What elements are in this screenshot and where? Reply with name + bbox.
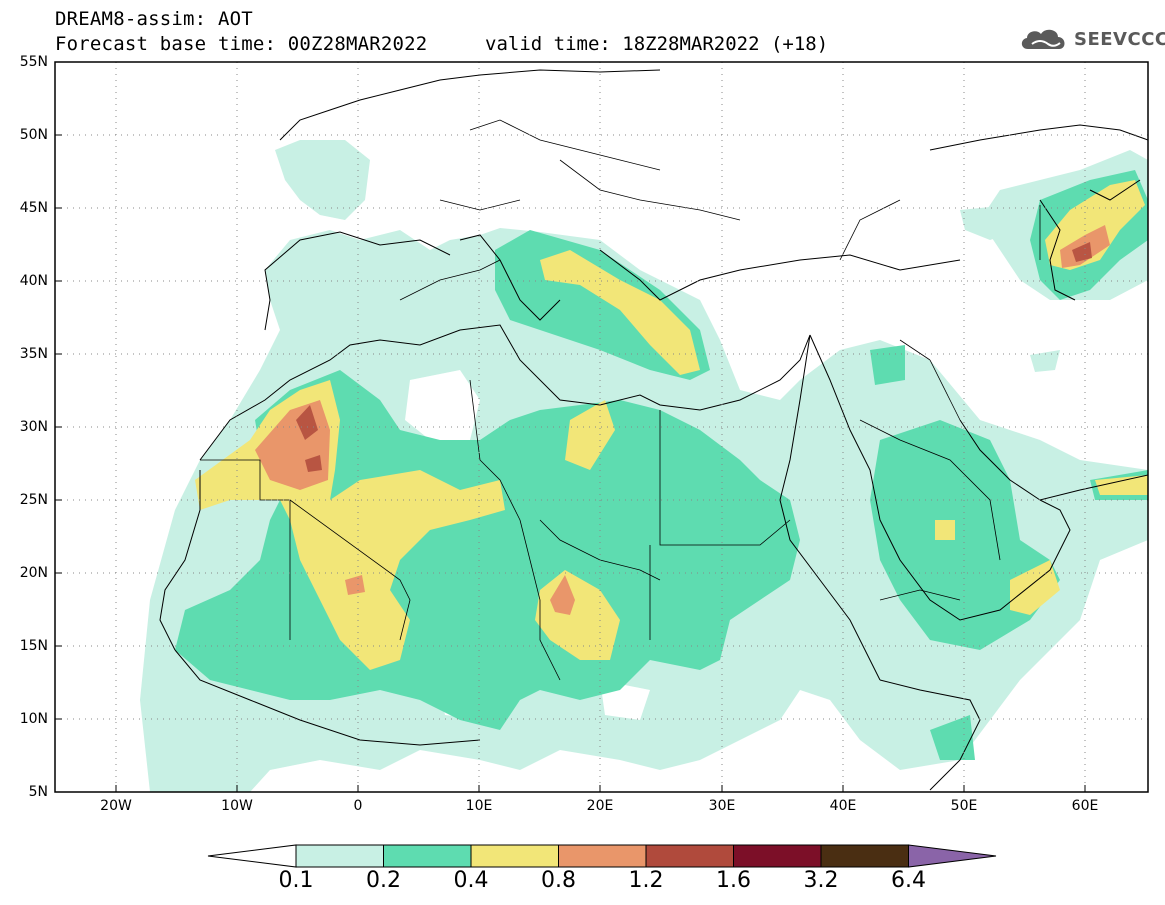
graticule bbox=[55, 62, 1148, 792]
lon-label-40e: 40E bbox=[829, 798, 857, 814]
lat-label-55n: 55N bbox=[19, 54, 48, 70]
axis-ticks bbox=[55, 134, 1086, 792]
colorbar-label-1.6: 1.6 bbox=[716, 868, 751, 893]
colorbar-box-3 bbox=[470, 844, 559, 868]
colorbar-label-3.2: 3.2 bbox=[803, 868, 839, 893]
aot-band-1.2 bbox=[296, 242, 1092, 472]
valid-time: valid time: 18Z28MAR2022 (+18) bbox=[485, 33, 829, 55]
colorbar bbox=[207, 844, 997, 868]
lon-label-30e: 30E bbox=[708, 798, 736, 814]
colorbar-box-7 bbox=[820, 844, 909, 868]
colorbar-label-6.4: 6.4 bbox=[891, 868, 926, 893]
colorbar-label-0.8: 0.8 bbox=[541, 868, 576, 893]
lon-label-10w: 10W bbox=[221, 798, 253, 814]
lat-label-30n: 30N bbox=[19, 419, 48, 435]
lat-label-15n: 15N bbox=[19, 638, 48, 654]
lon-label-50e: 50E bbox=[950, 798, 978, 814]
lat-label-5n: 5N bbox=[28, 784, 48, 800]
colorbar-label-0.1: 0.1 bbox=[278, 868, 314, 893]
lon-label-0: 0 bbox=[353, 798, 363, 814]
lat-label-10n: 10N bbox=[19, 711, 48, 727]
title-line-2: Forecast base time: 00Z28MAR2022 bbox=[55, 33, 428, 55]
lat-label-45n: 45N bbox=[19, 200, 48, 216]
colorbar-under-arrow bbox=[207, 844, 297, 868]
colorbar-box-6 bbox=[733, 844, 822, 868]
coastlines bbox=[159, 69, 1148, 791]
lat-label-40n: 40N bbox=[19, 273, 48, 289]
aot-field bbox=[140, 140, 1148, 792]
country-borders bbox=[200, 119, 1041, 681]
colorbar-label-1.2: 1.2 bbox=[628, 868, 664, 893]
lat-label-35n: 35N bbox=[19, 346, 48, 362]
lon-label-20e: 20E bbox=[586, 798, 614, 814]
lat-label-20n: 20N bbox=[19, 565, 48, 581]
lat-label-25n: 25N bbox=[19, 492, 48, 508]
lat-label-50n: 50N bbox=[19, 127, 48, 143]
colorbar-label-0.4: 0.4 bbox=[453, 868, 489, 893]
colorbar-label-0.2: 0.2 bbox=[366, 868, 401, 893]
cloud-icon bbox=[1021, 29, 1065, 49]
colorbar-box-2 bbox=[383, 844, 472, 868]
lon-label-60e: 60E bbox=[1071, 798, 1099, 814]
colorbar-box-4 bbox=[558, 844, 647, 868]
logo-text: SEEVCCC bbox=[1074, 28, 1165, 50]
colorbar-over-arrow bbox=[908, 844, 997, 868]
colorbar-box-5 bbox=[645, 844, 734, 868]
lon-label-20w: 20W bbox=[100, 798, 132, 814]
colorbar-box-1 bbox=[295, 844, 384, 868]
lon-label-10e: 10E bbox=[465, 798, 493, 814]
title-line-1: DREAM8-assim: AOT bbox=[55, 8, 253, 30]
seevccc-logo: SEEVCCC bbox=[1018, 24, 1165, 54]
